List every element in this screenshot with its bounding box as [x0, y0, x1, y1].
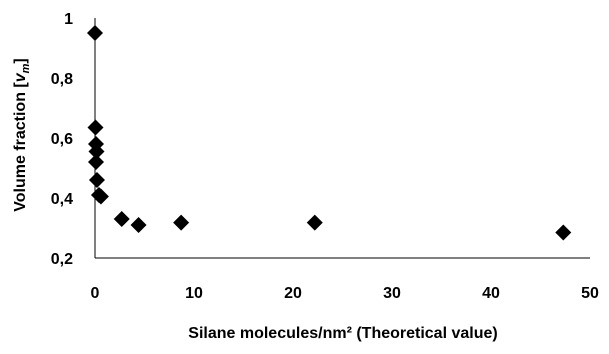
data-point	[87, 25, 103, 41]
data-point	[306, 214, 323, 231]
y-axis-title-close: ]	[12, 58, 29, 63]
data-point	[88, 143, 105, 160]
data-point	[173, 214, 190, 231]
y-tick-label: 0,6	[51, 131, 73, 148]
x-axis-title: Silane molecules/nm² (Theoretical value)	[188, 325, 497, 342]
x-tick-label: 20	[284, 285, 302, 302]
data-point	[87, 119, 104, 136]
data-point	[87, 154, 104, 170]
x-tick-label: 40	[482, 285, 500, 302]
y-tick-label: 0,8	[51, 71, 73, 88]
y-axis-title-var: v	[12, 72, 29, 82]
y-axis-title-main: Volume fraction [	[12, 82, 29, 212]
x-tick-label: 50	[581, 285, 599, 302]
axes	[94, 18, 590, 259]
y-tick-labels: 0,2 0,4 0,6 0,8 1	[51, 11, 73, 268]
data-point	[113, 211, 130, 227]
data-point	[555, 224, 572, 241]
data-points	[87, 25, 572, 241]
y-tick-label: 1	[64, 11, 73, 28]
data-point	[130, 217, 147, 233]
data-point	[92, 188, 109, 205]
y-tick-label: 0,4	[51, 191, 73, 208]
y-tick-label: 0,2	[51, 251, 73, 268]
y-axis-title: Volume fraction [vm]	[12, 58, 32, 212]
y-axis-title-sub: m	[20, 63, 32, 73]
data-point	[88, 172, 105, 188]
x-tick-label: 10	[185, 285, 203, 302]
x-tick-labels: 0 10 20 30 40 50	[91, 285, 599, 302]
x-tick-label: 30	[383, 285, 401, 302]
x-tick-label: 0	[91, 285, 100, 302]
